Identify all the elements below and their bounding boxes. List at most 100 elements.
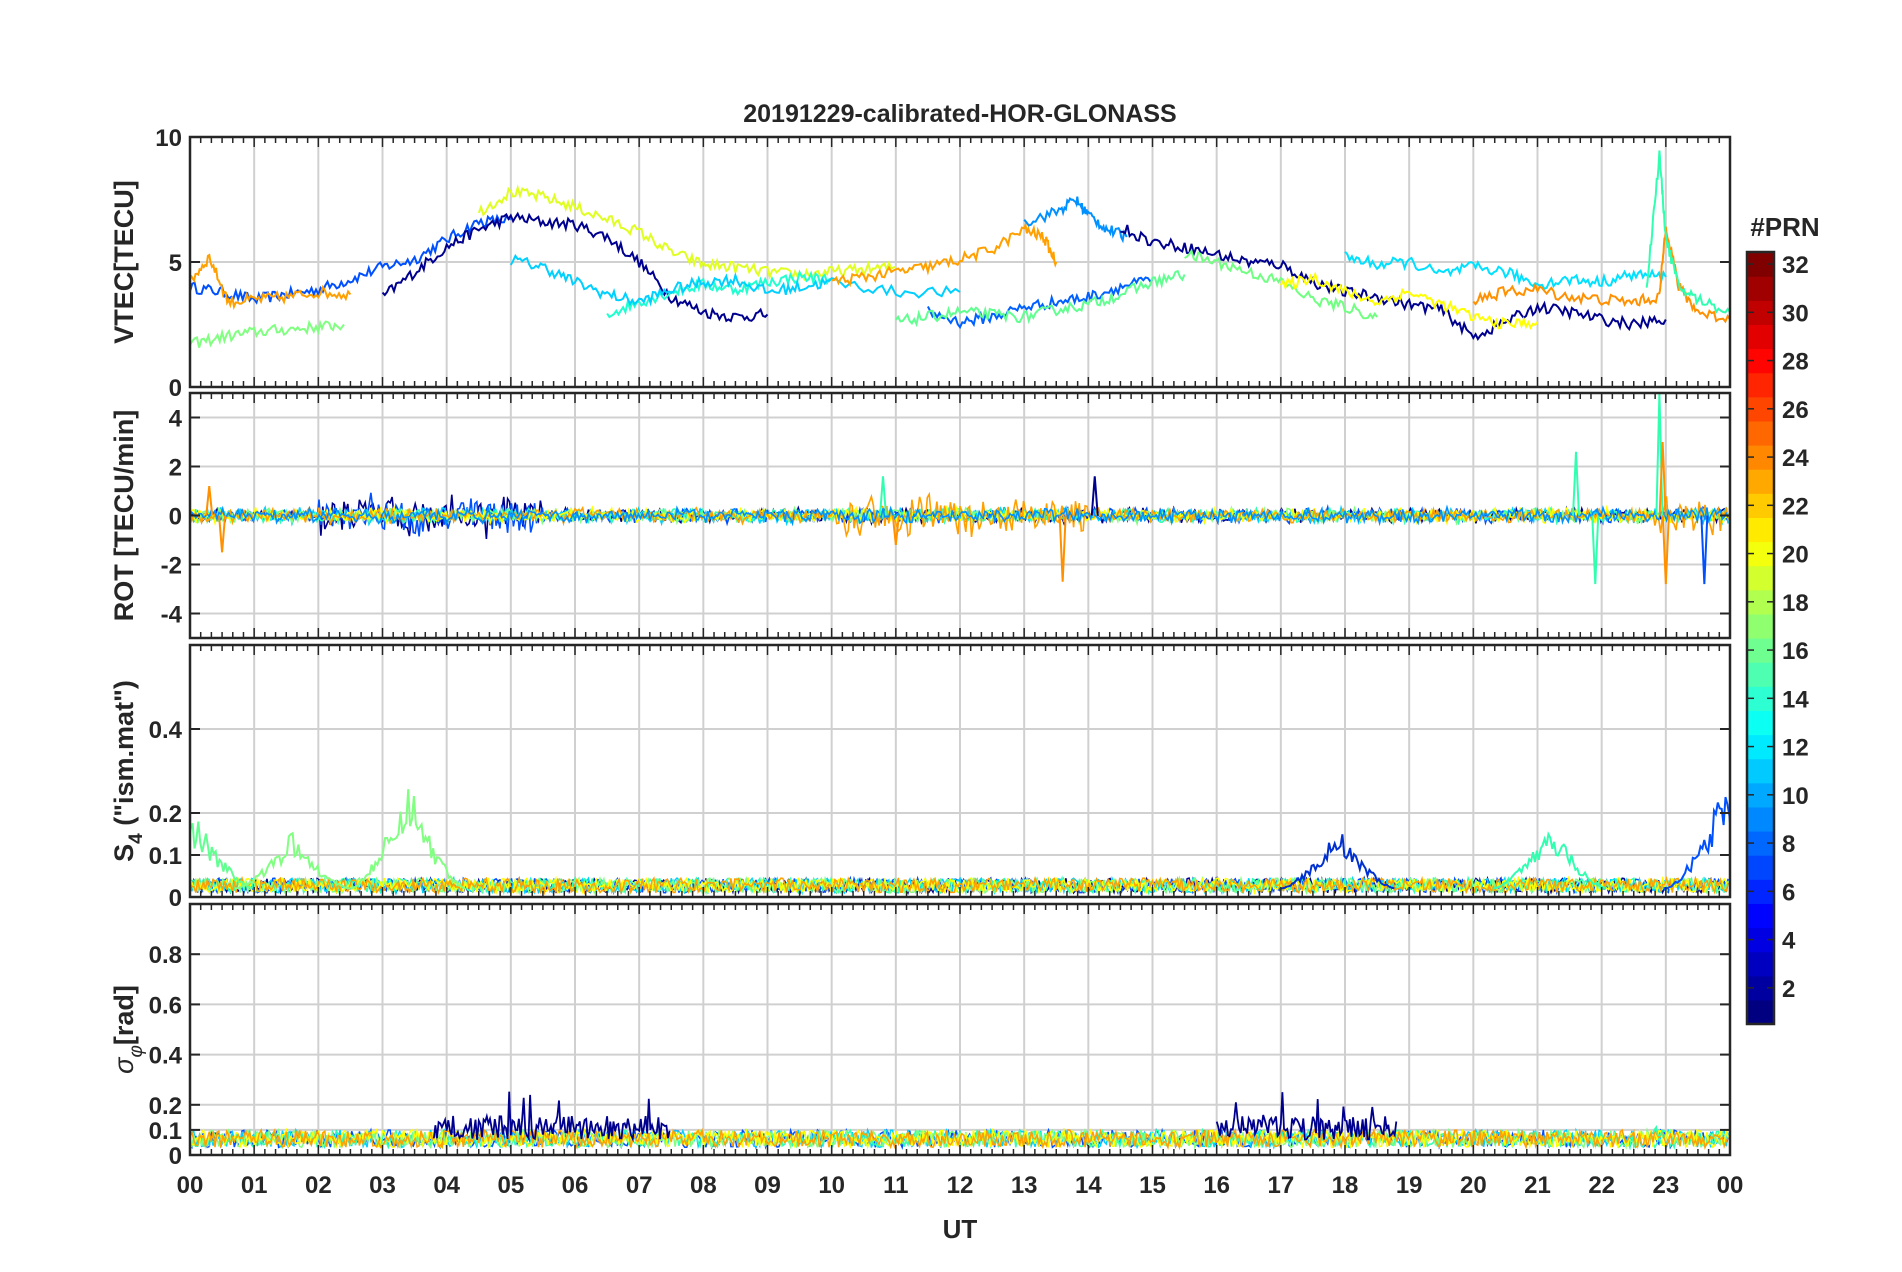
x-tick-label: 13 xyxy=(1011,1172,1038,1199)
x-tick-label: 17 xyxy=(1267,1172,1294,1199)
chart-title: 20191229-calibrated-HOR-GLONASS xyxy=(743,100,1176,128)
y-tick-label: 0 xyxy=(169,1143,182,1170)
colorbar-frame xyxy=(1745,250,1776,1026)
y-tick-label: 0 xyxy=(169,885,182,912)
panel-ROT: -4 -2 0 2 4 ROT [TECU/min] xyxy=(109,391,1732,640)
colorbar-tick-label: 22 xyxy=(1782,493,1809,520)
y-tick-label: 0.1 xyxy=(149,843,182,870)
sigma-segment xyxy=(432,1091,671,1143)
series-S4 xyxy=(190,789,1730,896)
colorbar-tick-label: 26 xyxy=(1782,397,1809,424)
rot-spike xyxy=(879,476,887,516)
y-tick-label: -2 xyxy=(161,553,182,580)
y-tick-label: 4 xyxy=(169,406,183,433)
x-tick-label: 01 xyxy=(241,1172,268,1199)
rot-series xyxy=(190,491,1729,539)
vtec-series-prn-11 xyxy=(509,253,961,307)
colorbar-swatch xyxy=(1747,951,1774,977)
x-tick-label: 18 xyxy=(1332,1172,1359,1199)
x-tick-label: 06 xyxy=(562,1172,589,1199)
colorbar-swatch xyxy=(1747,710,1774,736)
s4-peak xyxy=(350,789,467,890)
colorbar-tick-label: 20 xyxy=(1782,542,1809,569)
colorbar-label: #PRN xyxy=(1750,212,1819,242)
x-tick-label: 02 xyxy=(305,1172,332,1199)
rot-spike xyxy=(1572,451,1580,516)
sigma-segment xyxy=(1652,1124,1667,1137)
vtec-series-prn-22 xyxy=(190,253,352,311)
colorbar-tick-label: 2 xyxy=(1782,976,1795,1003)
y-axis-label-sigma_phi: σφ[rad] xyxy=(109,985,147,1074)
s4-series xyxy=(190,875,1729,896)
y-tick-label: 2 xyxy=(169,455,182,482)
x-tick-label: 12 xyxy=(947,1172,974,1199)
x-tick-label: 00 xyxy=(177,1172,204,1199)
y-axis-label-ROT: ROT [TECU/min] xyxy=(109,410,139,621)
colorbar-tick-label: 32 xyxy=(1782,252,1809,279)
colorbar-swatch xyxy=(1747,517,1774,543)
colorbar-tick-label: 28 xyxy=(1782,349,1809,376)
vtec-series-prn-5 xyxy=(190,213,512,305)
vtec-series-prn-15 xyxy=(190,319,345,348)
y-tick-label: 10 xyxy=(155,125,182,152)
y-tick-label: 0.2 xyxy=(149,1093,182,1120)
sigma-segment xyxy=(1215,1092,1398,1141)
vtec-series-prn-12 xyxy=(1344,251,1667,291)
colorbar-swatch xyxy=(1747,903,1774,929)
colorbar-tick-label: 10 xyxy=(1782,783,1809,810)
colorbar-swatch xyxy=(1747,372,1774,398)
y-tick-label: -4 xyxy=(161,602,183,629)
s4-peak xyxy=(1280,834,1395,890)
vtec-series-prn-2 xyxy=(381,211,769,323)
rot-spike xyxy=(1090,476,1099,516)
colorbar-swatch xyxy=(1747,758,1774,784)
colorbar-tick-label: 16 xyxy=(1782,638,1809,665)
panel-VTEC: 0 5 10 VTEC[TECU] xyxy=(109,125,1732,402)
s4-peak xyxy=(1665,796,1730,890)
colorbar-tick-label: 6 xyxy=(1782,879,1795,906)
x-axis-label: UT xyxy=(943,1214,978,1244)
colorbar-swatch xyxy=(1747,613,1774,639)
colorbar-swatch xyxy=(1747,324,1774,350)
x-tick-label: 22 xyxy=(1588,1172,1615,1199)
x-tick-label: 10 xyxy=(818,1172,845,1199)
colorbar-swatch xyxy=(1747,855,1774,880)
y-tick-label: 0.6 xyxy=(149,992,182,1019)
vtec-series-prn-22 xyxy=(831,221,1058,288)
x-tick-label: 23 xyxy=(1652,1172,1679,1199)
rot-spike xyxy=(218,515,227,553)
rot-spike xyxy=(205,485,214,516)
colorbar-swatch xyxy=(1747,806,1774,832)
x-tick-label: 03 xyxy=(369,1172,396,1199)
colorbar-tick-label: 12 xyxy=(1782,735,1809,762)
rot-spike xyxy=(1661,515,1670,585)
rot-series xyxy=(190,504,1729,527)
vtec-series-prn-20 xyxy=(1279,271,1539,330)
y-tick-label: 0.4 xyxy=(149,717,183,744)
y-tick-label: 0.2 xyxy=(149,801,182,828)
x-tick-label: 05 xyxy=(497,1172,524,1199)
colorbar-tick-label: 14 xyxy=(1782,686,1809,713)
vtec-series-prn-8 xyxy=(1023,196,1128,244)
colorbar-tick-label: 24 xyxy=(1782,445,1809,472)
colorbar-tick-label: 18 xyxy=(1782,590,1809,617)
x-tick-label: 09 xyxy=(754,1172,781,1199)
vtec-series-prn-19 xyxy=(477,184,896,282)
series-ROT xyxy=(190,393,1729,585)
y-tick-label: 0.1 xyxy=(149,1118,182,1145)
y-axis-label-S4: S4 ("ism.mat") xyxy=(109,680,147,862)
panel-S4: 0 0.1 0.2 0.4S4 ("ism.mat") xyxy=(109,643,1732,912)
y-tick-label: 0 xyxy=(169,375,182,402)
colorbar-swatch xyxy=(1747,420,1774,446)
s4-peak xyxy=(190,821,253,890)
y-tick-label: 5 xyxy=(169,250,182,277)
rot-spike xyxy=(1058,515,1067,582)
x-tick-label: 00 xyxy=(1717,1172,1744,1199)
panel-sigma_phi: 00.10.2 0.4 0.6 0.8σφ[rad] xyxy=(109,902,1732,1170)
y-tick-label: 0.4 xyxy=(149,1043,183,1070)
series-sigma_phi xyxy=(190,1091,1729,1151)
x-tick-label: 16 xyxy=(1203,1172,1230,1199)
rot-spike xyxy=(1700,515,1709,585)
